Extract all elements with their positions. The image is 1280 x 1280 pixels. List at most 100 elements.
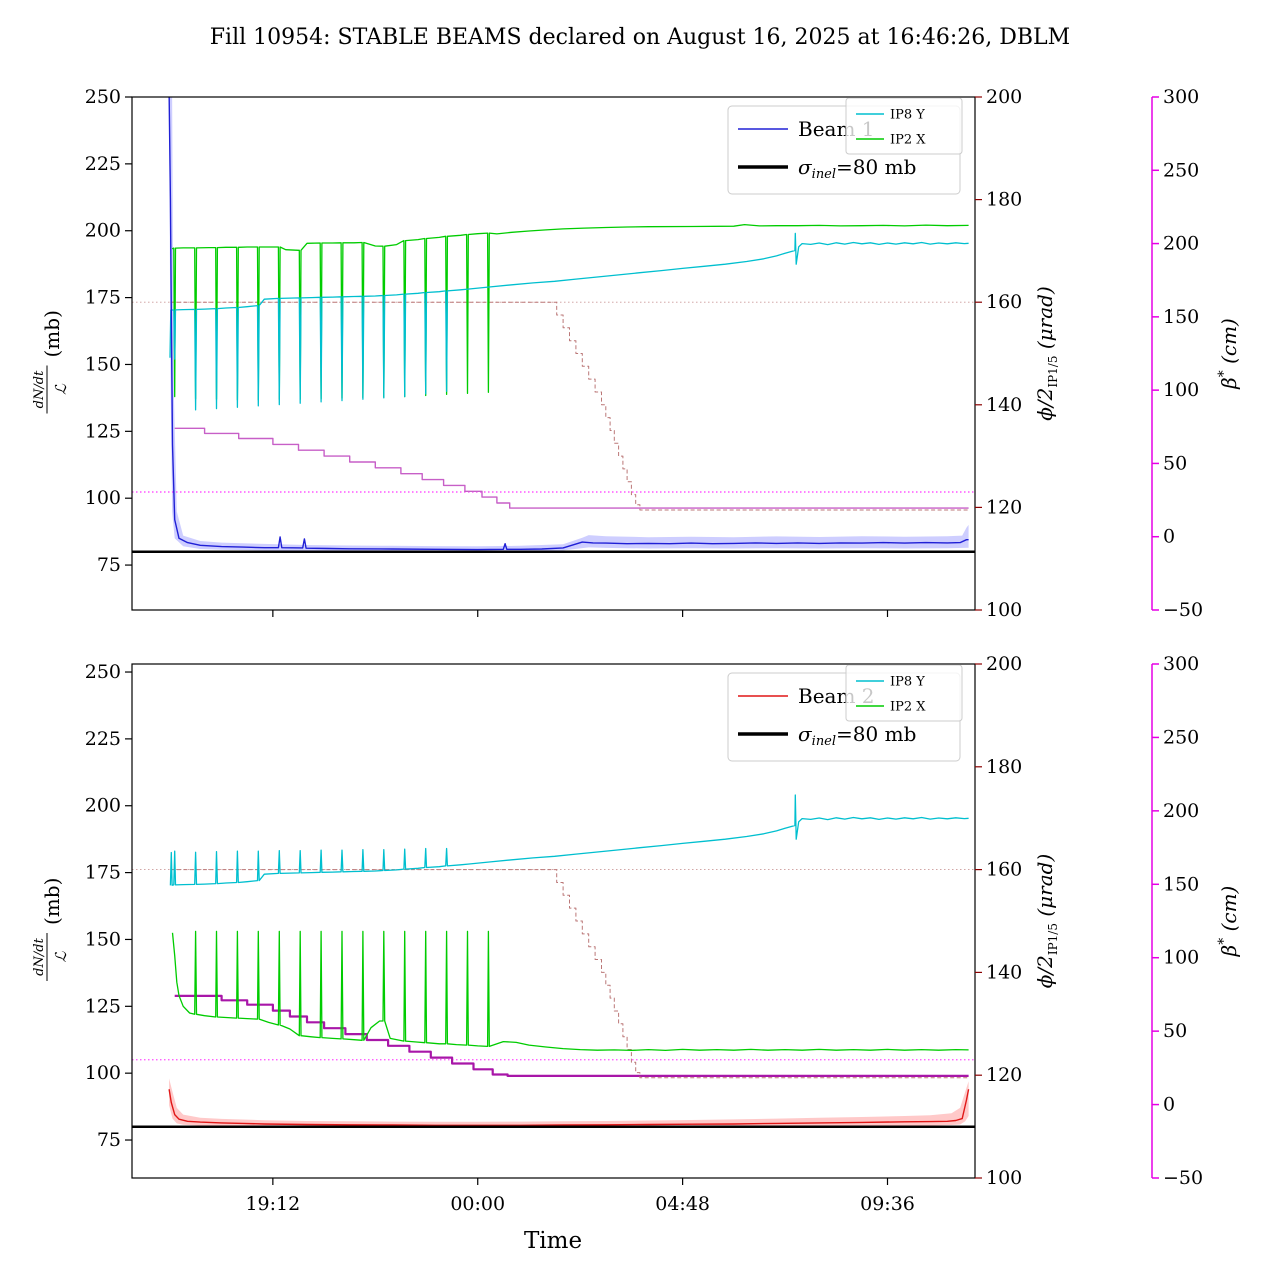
- y-axis-label-left: dN/dt ℒ (mb): [32, 878, 70, 981]
- y-axis-label-left: dN/dt ℒ (mb): [32, 310, 70, 414]
- beta-tick-label: 250: [1163, 726, 1199, 748]
- phi-label: ϕ/2IP1/5 (μrad): [1033, 286, 1060, 421]
- y-tick-label: 150: [85, 928, 121, 950]
- ylabel-denominator: ℒ: [52, 950, 70, 962]
- series-ip8y: [169, 232, 969, 411]
- x-tick-label: 00:00: [450, 1193, 505, 1215]
- tspan: ϕ/2: [1033, 388, 1057, 421]
- tspan: IP1/5: [1046, 923, 1060, 955]
- beta-tick-label: −50: [1163, 1167, 1203, 1189]
- phi-tick-label: 120: [986, 1064, 1022, 1086]
- tspan: inel: [812, 167, 836, 182]
- series-phi-half-ip15: [170, 869, 969, 1079]
- beta-tick-label: 0: [1163, 526, 1175, 548]
- phi-tick-label: 200: [986, 86, 1022, 108]
- beta-tick-label: 150: [1163, 873, 1199, 895]
- axes-frame: [131, 96, 976, 611]
- legend-secondary-box: [845, 664, 963, 722]
- legend-sigma-label: σinel=80 mb: [798, 722, 916, 749]
- tspan: (μrad): [1033, 286, 1057, 355]
- series-beta-star: [174, 427, 969, 509]
- tspan: β: [1217, 945, 1241, 958]
- legend-sigma-label: σinel=80 mb: [798, 155, 916, 182]
- beta-tick-label: 50: [1163, 1020, 1187, 1042]
- y-axis-label-phi: ϕ/2IP1/5 (μrad): [1033, 286, 1060, 421]
- series-beam1-rate: [168, 97, 969, 551]
- series-layer-beam1: [132, 97, 975, 553]
- tspan: IP1/5: [1046, 356, 1060, 388]
- ylabel-numerator: dN/dt: [32, 370, 47, 408]
- beta-tick-label: 250: [1163, 159, 1199, 181]
- y-axis-label-phi: ϕ/2IP1/5 (μrad): [1033, 854, 1060, 989]
- phi-tick-label: 140: [986, 394, 1022, 416]
- y-tick-label: 250: [85, 86, 121, 108]
- beta-tick-label: 100: [1163, 379, 1199, 401]
- series-beam2-band: [169, 1078, 969, 1128]
- ylabel-denominator: ℒ: [52, 383, 70, 395]
- phi-tick-label: 180: [986, 756, 1022, 778]
- y-tick-label: 100: [85, 1062, 121, 1084]
- y-axis-label-beta: β* (cm): [1216, 886, 1241, 958]
- tspan: β: [1217, 377, 1241, 390]
- beta-tick-label: 200: [1163, 233, 1199, 255]
- series-phi-half-ip15: [170, 301, 969, 511]
- y-tick-label: 225: [85, 728, 121, 750]
- phi-tick-label: 120: [986, 496, 1022, 518]
- beta-tick-label: 0: [1163, 1094, 1175, 1116]
- y-tick-label: 125: [85, 420, 121, 442]
- legend-secondary-box: [845, 97, 963, 155]
- tspan: (μrad): [1033, 854, 1057, 923]
- beta-tick-label: 150: [1163, 306, 1199, 328]
- phi-tick-label: 100: [986, 599, 1022, 621]
- series-ip2x: [171, 223, 969, 401]
- series-layer-beam2: [132, 794, 975, 1128]
- x-tick-label: 19:12: [245, 1193, 300, 1215]
- axes-frame: [131, 663, 976, 1179]
- legend2-label-1: IP8 Y: [890, 675, 925, 690]
- tspan: *: [1216, 938, 1232, 945]
- y-tick-label: 250: [85, 661, 121, 683]
- tspan: =80 mb: [836, 155, 916, 179]
- tspan: inel: [812, 734, 836, 749]
- beta-tick-label: −50: [1163, 599, 1203, 621]
- beta-tick-label: 300: [1163, 86, 1199, 108]
- y-tick-label: 75: [97, 1129, 121, 1151]
- tspan: σ: [798, 722, 813, 746]
- legend2-label-1: IP8 Y: [890, 108, 925, 123]
- figure-title: Fill 10954: STABLE BEAMS declared on Aug…: [210, 25, 1070, 50]
- series-beam2-rate: [168, 1089, 970, 1126]
- x-tick-label: 04:48: [655, 1193, 710, 1215]
- beta-tick-label: 300: [1163, 653, 1199, 675]
- x-axis-label: Time: [524, 1228, 582, 1254]
- beta-label: β* (cm): [1216, 886, 1241, 958]
- beta-tick-label: 50: [1163, 452, 1187, 474]
- series-beta-star: [174, 994, 969, 1077]
- phi-tick-label: 100: [986, 1167, 1022, 1189]
- x-tick-label: 09:36: [860, 1193, 915, 1215]
- y-tick-label: 100: [85, 487, 121, 509]
- tspan: *: [1216, 370, 1232, 377]
- tspan: ϕ/2: [1033, 955, 1057, 988]
- phi-tick-label: 160: [986, 859, 1022, 881]
- y-tick-label: 200: [85, 795, 121, 817]
- tspan: σ: [798, 155, 813, 179]
- ylabel-unit: (mb): [40, 310, 64, 357]
- ylabel-unit: (mb): [40, 878, 64, 925]
- y-tick-label: 200: [85, 220, 121, 242]
- beta-tick-label: 200: [1163, 800, 1199, 822]
- y-tick-label: 175: [85, 287, 121, 309]
- ylabel-numerator: dN/dt: [32, 937, 47, 975]
- y-tick-label: 125: [85, 995, 121, 1017]
- y-tick-label: 225: [85, 153, 121, 175]
- y-tick-label: 75: [97, 554, 121, 576]
- beta-label: β* (cm): [1216, 318, 1241, 390]
- phi-tick-label: 180: [986, 189, 1022, 211]
- legend2-label-2: IP2 X: [890, 700, 926, 715]
- beta-tick-label: 100: [1163, 947, 1199, 969]
- phi-tick-label: 200: [986, 653, 1022, 675]
- phi-tick-label: 160: [986, 291, 1022, 313]
- tspan: =80 mb: [836, 722, 916, 746]
- y-tick-label: 175: [85, 862, 121, 884]
